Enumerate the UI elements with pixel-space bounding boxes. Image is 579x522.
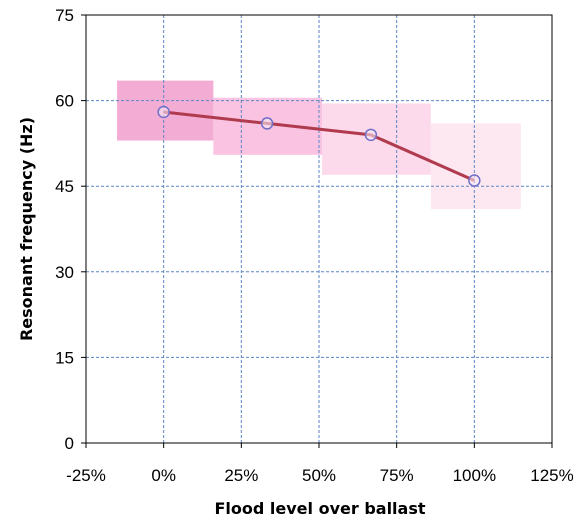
- range-boxes: [117, 80, 521, 210]
- x-axis-title: Flood level over ballast: [214, 499, 425, 518]
- x-tick-label: -25%: [66, 466, 106, 485]
- x-tick-label: 125%: [530, 466, 573, 485]
- y-tick-label: 75: [55, 6, 74, 25]
- data-point: [364, 128, 378, 142]
- x-axis-ticks: -25% 0% 25% 50% 75% 100% 125%: [66, 443, 574, 485]
- plot-frame: [85, 14, 553, 444]
- y-tick-label: 60: [55, 92, 74, 111]
- range-box-4: [430, 123, 521, 210]
- x-tick-label: 100%: [453, 466, 496, 485]
- y-tick-label: 15: [55, 348, 74, 367]
- data-point: [260, 117, 274, 130]
- series-line: [163, 110, 475, 182]
- data-point: [468, 174, 481, 187]
- x-tick-label: 75%: [380, 466, 414, 485]
- x-tick-label: 25%: [224, 466, 258, 485]
- x-tick-label: 0%: [151, 466, 176, 485]
- gridlines: [86, 15, 552, 443]
- range-box-3: [322, 103, 431, 175]
- y-tick-label: 0: [65, 434, 74, 453]
- series-group: [157, 105, 481, 187]
- y-axis-ticks: 0 15 30 45 60 75: [55, 6, 86, 453]
- x-tick-label: 50%: [302, 466, 336, 485]
- y-tick-label: 45: [55, 177, 74, 196]
- data-point: [157, 105, 170, 119]
- y-tick-label: 30: [55, 263, 74, 282]
- y-axis-title: Resonant frequency (Hz): [17, 117, 36, 341]
